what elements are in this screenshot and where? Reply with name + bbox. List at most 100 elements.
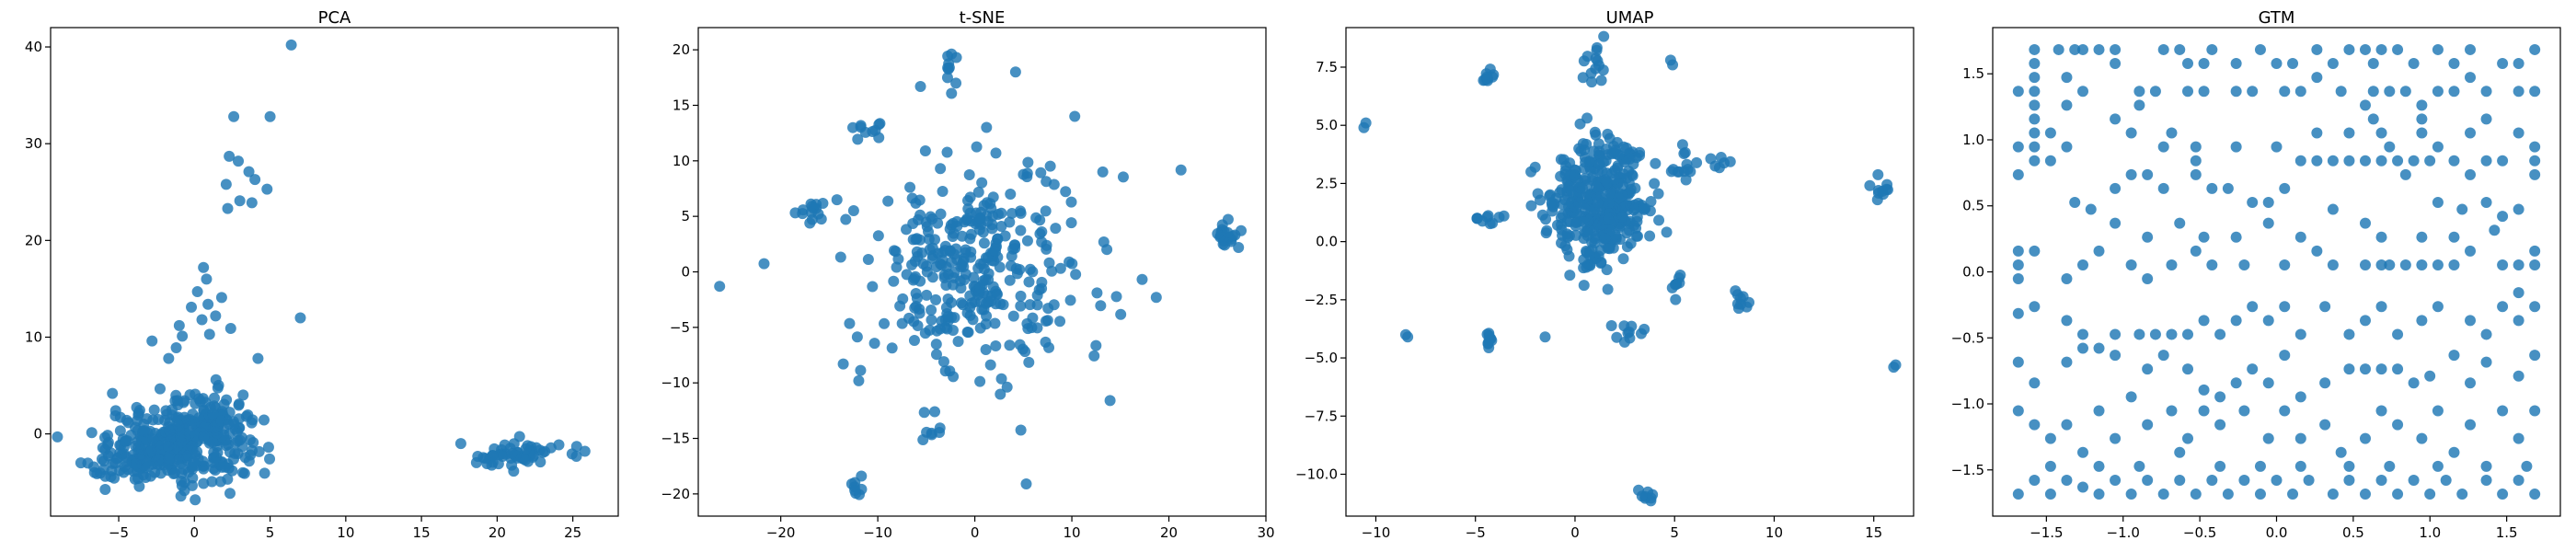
tsne-point [976, 177, 988, 189]
tsne-point [941, 146, 953, 158]
gtm-point [2093, 405, 2105, 417]
gtm-point [2343, 328, 2355, 340]
gtm-point [2343, 474, 2355, 486]
tsne-point [1212, 228, 1224, 240]
tsne-point [964, 301, 976, 313]
gtm-point [2456, 203, 2468, 215]
gtm-point [2416, 231, 2428, 243]
tsne-point [911, 293, 923, 305]
gtm-point [2343, 460, 2355, 472]
pca-point [294, 312, 306, 324]
gtm-point [2319, 377, 2331, 389]
gtm-y-tick-label: −0.5 [1951, 329, 1984, 346]
tsne-point [950, 77, 962, 89]
umap-panel: UMAP −10 −5 0 5 10 15 −10.0 −7.5 −5.0 −2.5 0.0 2.5 5… [1295, 8, 1915, 541]
tsne-title: t-SNE [960, 8, 1006, 28]
gtm-point [2230, 86, 2242, 98]
umap-point [1872, 187, 1884, 199]
tsne-point [804, 217, 816, 229]
umap-y-tick-label: −7.5 [1305, 408, 1338, 424]
gtm-point [2465, 245, 2477, 257]
pca-point [96, 453, 108, 465]
tsne-point [873, 132, 885, 144]
gtm-point [2198, 231, 2210, 243]
umap-point [1604, 132, 1616, 144]
pca-point [198, 477, 210, 489]
gtm-point [2279, 182, 2291, 194]
tsne-point [1006, 207, 1018, 219]
tsne-point [847, 205, 859, 217]
tsne-point [963, 168, 975, 180]
tsne-point [930, 339, 942, 351]
umap-point [1536, 209, 1548, 221]
gtm-point [2279, 301, 2291, 313]
umap-point [1888, 362, 1900, 374]
gtm-point [2480, 155, 2492, 167]
pca-point [209, 392, 221, 404]
umap-point [1547, 201, 1559, 213]
tsne-point [992, 208, 1004, 220]
gtm-point [2110, 474, 2122, 486]
tsne-point [995, 373, 1007, 385]
gtm-point [2513, 370, 2524, 382]
tsne-point [853, 374, 865, 386]
gtm-point [2198, 58, 2210, 70]
tsne-point [1005, 259, 1017, 271]
gtm-point [2214, 391, 2226, 403]
umap-point [1647, 489, 1659, 500]
gtm-point [2279, 405, 2291, 417]
gtm-point [2076, 86, 2088, 98]
tsne-point [939, 365, 951, 377]
gtm-point [2044, 460, 2056, 472]
umap-point [1578, 280, 1590, 292]
tsne-point [805, 206, 817, 218]
gtm-point [2029, 43, 2041, 55]
tsne-point [1117, 171, 1129, 183]
umap-point [1581, 51, 1593, 63]
tsne-point [935, 208, 947, 220]
pca-point [161, 408, 173, 420]
umap-y-tick-label: 5.0 [1316, 117, 1338, 133]
gtm-point [2012, 273, 2024, 285]
pca-point [224, 488, 236, 500]
gtm-point [2287, 58, 2299, 70]
umap-point [1585, 67, 1597, 79]
gtm-point [2142, 231, 2154, 243]
tsne-point [1018, 168, 1029, 180]
gtm-point [2198, 86, 2210, 98]
umap-point [1577, 72, 1589, 84]
gtm-point [2375, 231, 2387, 243]
pca-point [259, 467, 270, 479]
gtm-point [2206, 43, 2218, 55]
pca-x-tick-label: 25 [564, 524, 581, 541]
gtm-point [2110, 350, 2122, 362]
gtm-point [2069, 197, 2081, 209]
umap-point [1482, 210, 1494, 222]
gtm-point [2513, 287, 2524, 299]
tsne-point [1006, 250, 1018, 262]
gtm-point [2384, 141, 2396, 153]
umap-point [1650, 157, 1662, 169]
tsne-point [974, 375, 986, 387]
gtm-point [2029, 419, 2041, 431]
tsne-point [921, 260, 933, 272]
pca-point [206, 476, 218, 488]
gtm-point [2480, 474, 2492, 486]
tsne-point [855, 120, 867, 132]
gtm-point [2198, 315, 2210, 327]
gtm-point [2327, 203, 2339, 215]
umap-point [1598, 30, 1610, 42]
gtm-point [2198, 384, 2210, 396]
tsne-point [1233, 242, 1245, 254]
pca-point [215, 292, 227, 304]
umap-point [1611, 162, 1623, 174]
umap-point [1591, 44, 1603, 56]
tsne-x-tick-label: 10 [1064, 524, 1081, 541]
pca-x-tick-label: 5 [266, 524, 275, 541]
umap-point [1678, 148, 1690, 160]
gtm-point [2392, 419, 2404, 431]
pca-point [197, 455, 209, 467]
gtm-point [2044, 127, 2056, 139]
tsne-point [989, 317, 1001, 329]
tsne-point [789, 207, 801, 219]
